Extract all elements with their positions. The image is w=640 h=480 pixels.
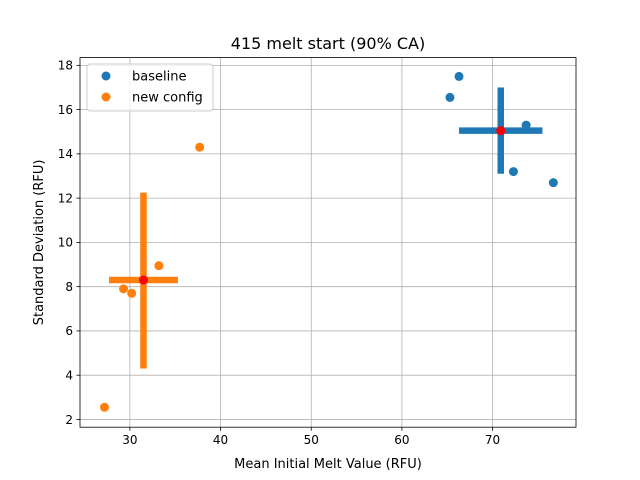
y-tick-label: 18 <box>58 59 73 73</box>
point-new-config <box>127 288 137 298</box>
center-marker-new-config <box>138 275 148 285</box>
point-new-config <box>195 142 205 152</box>
x-tick-label: 50 <box>304 433 319 447</box>
y-tick-label: 6 <box>65 324 73 338</box>
point-new-config <box>119 284 129 294</box>
axis-ticks: 30 40 50 60 70 2 4 6 8 10 12 14 16 18 <box>58 59 500 448</box>
legend-label-baseline: baseline <box>132 70 186 85</box>
y-axis-label: Standard Deviation (RFU) <box>32 160 47 326</box>
center-marker-baseline <box>496 126 506 136</box>
x-tick-label: 70 <box>485 433 500 447</box>
x-tick-label: 30 <box>122 433 137 447</box>
x-tick-label: 60 <box>394 433 409 447</box>
legend: baseline new config <box>86 63 214 112</box>
center-markers <box>138 126 506 285</box>
y-tick-label: 4 <box>65 368 73 382</box>
plot-frame <box>79 57 577 428</box>
legend-marker-baseline <box>101 71 111 81</box>
y-tick-label: 10 <box>58 236 73 250</box>
point-baseline <box>508 167 518 177</box>
point-baseline <box>445 92 455 102</box>
point-baseline <box>548 178 558 188</box>
point-baseline <box>521 120 531 130</box>
data-points <box>99 71 558 412</box>
point-new-config <box>154 261 164 271</box>
legend-label-new-config: new config <box>132 91 203 106</box>
y-tick-label: 2 <box>65 413 73 427</box>
legend-box <box>86 63 214 112</box>
y-tick-label: 16 <box>58 103 73 117</box>
x-axis-label: Mean Initial Melt Value (RFU) <box>234 457 422 472</box>
x-tick-label: 40 <box>213 433 228 447</box>
chart-title: 415 melt start (90% CA) <box>231 34 425 53</box>
y-tick-label: 12 <box>58 191 73 205</box>
y-tick-label: 14 <box>58 147 73 161</box>
point-new-config <box>99 402 109 412</box>
point-baseline <box>454 71 464 81</box>
legend-marker-new-config <box>101 92 111 102</box>
y-tick-label: 8 <box>65 280 73 294</box>
